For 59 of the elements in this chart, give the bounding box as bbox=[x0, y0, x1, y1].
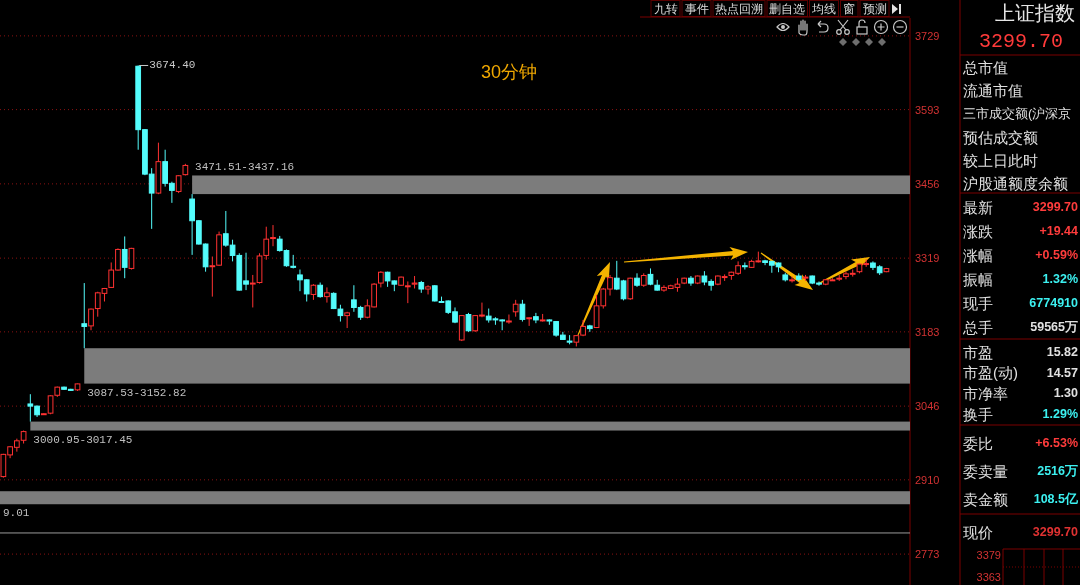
category-label: 总市值 bbox=[962, 59, 1008, 76]
y-tick-label: 2773 bbox=[915, 548, 940, 561]
category-label: 三市成交额(沪深京 bbox=[963, 106, 1072, 122]
category-label: 现手 bbox=[963, 294, 993, 312]
text: 30分钟 bbox=[480, 62, 538, 82]
text: 窗 bbox=[843, 2, 856, 15]
band-label: 3000.95-3017.45 bbox=[33, 433, 133, 446]
category-label: 振幅 bbox=[963, 270, 993, 288]
text: +19.44 bbox=[1039, 224, 1078, 238]
text: 2516万 bbox=[1037, 464, 1078, 478]
text: 3363 bbox=[976, 571, 1001, 583]
text: 1.30 bbox=[1053, 386, 1078, 401]
text: 3299.70 bbox=[979, 29, 1064, 53]
category-label: 现价 bbox=[963, 523, 993, 541]
text: 均线 bbox=[811, 3, 836, 15]
text: 上证指数 bbox=[995, 2, 1075, 24]
text: 1.29% bbox=[1042, 407, 1078, 422]
text: 删自选 bbox=[769, 3, 806, 15]
text: 热点回溯 bbox=[715, 3, 763, 15]
text: 九转 bbox=[653, 3, 678, 15]
y-tick-label: 3183 bbox=[915, 325, 940, 338]
text: +0.59% bbox=[1035, 248, 1078, 262]
text: 事件 bbox=[684, 3, 709, 15]
text: 3299.70 bbox=[1032, 200, 1078, 214]
category-label: 最新 bbox=[963, 198, 993, 216]
y-tick-label: 3729 bbox=[915, 29, 940, 42]
category-label: 涨幅 bbox=[963, 246, 993, 264]
text: 15.82 bbox=[1046, 345, 1078, 359]
category-label: 换手 bbox=[963, 405, 993, 423]
category-label: 市盈(动) bbox=[963, 364, 1018, 382]
text: 108.5亿 bbox=[1033, 492, 1078, 506]
text: 6774910 bbox=[1029, 296, 1078, 310]
annotation: 3674.40 bbox=[149, 59, 196, 72]
text: 预测 bbox=[862, 3, 887, 15]
y-tick-label: 3046 bbox=[915, 400, 940, 413]
text: +6.53% bbox=[1035, 436, 1078, 450]
category-label: 委比 bbox=[963, 434, 993, 452]
category-label: 流通市值 bbox=[963, 82, 1023, 100]
category-label: 较上日此时 bbox=[963, 151, 1038, 169]
y-tick-label: 3593 bbox=[915, 103, 940, 116]
text: 1.32% bbox=[1042, 272, 1078, 286]
category-label: 市盈 bbox=[963, 343, 993, 361]
text: 59565万 bbox=[1030, 320, 1078, 334]
text: 3299.70 bbox=[1032, 525, 1079, 539]
category-label: 卖金额 bbox=[963, 490, 1008, 508]
y-tick-label: 2910 bbox=[915, 473, 940, 486]
category-label: 市净率 bbox=[963, 384, 1008, 402]
y-tick-label: 3456 bbox=[915, 177, 940, 190]
band-label: 3471.51-3437.16 bbox=[195, 161, 295, 174]
category-label: 涨跌 bbox=[963, 222, 993, 240]
text: 14.57 bbox=[1046, 365, 1078, 380]
band-label: 3087.53-3152.82 bbox=[87, 386, 187, 399]
category-label: 委卖量 bbox=[963, 462, 1008, 480]
category-label: 预估成交额 bbox=[963, 128, 1038, 146]
text: 3379 bbox=[976, 549, 1001, 561]
category-label: 沪股通额度余额 bbox=[963, 175, 1068, 192]
band-label: 9.01 bbox=[3, 507, 30, 520]
y-tick-label: 3319 bbox=[915, 252, 940, 265]
category-label: 总手 bbox=[962, 318, 993, 336]
